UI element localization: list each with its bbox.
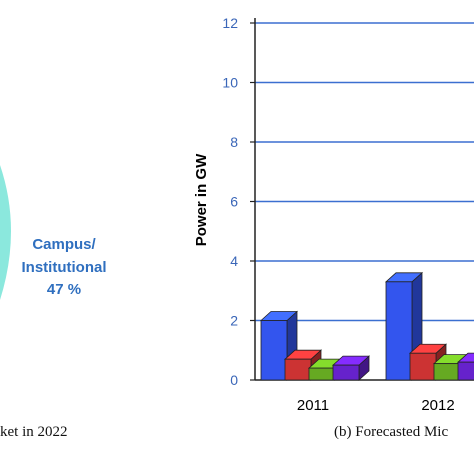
pie-slice-campus-institutional	[0, 165, 11, 300]
pie-slice-label-line1: Campus/	[32, 236, 96, 253]
bar-2012-series-4	[456, 352, 474, 381]
bar-2011-series-4	[331, 355, 371, 381]
y-tick-label: 2	[230, 313, 238, 329]
y-tick-labels: 0 2 4 6 8 10 12	[222, 15, 238, 388]
pie-slice-percent: 47 %	[47, 281, 81, 298]
y-axis-label: Power in GW	[193, 153, 210, 246]
y-tick-label: 0	[230, 372, 238, 388]
x-tick-labels: 2011 2012	[297, 397, 455, 414]
y-tick-label: 10	[222, 75, 238, 91]
y-tick-label: 6	[230, 194, 238, 210]
x-tick-label: 2011	[297, 397, 329, 414]
bar-2012-series-2	[408, 343, 448, 381]
x-tick-label: 2012	[421, 397, 454, 414]
bar-chart-panel: 0 2 4 6 8 10 12 Power in GW 2011 2012	[193, 15, 474, 414]
pie-slice-label-line2: Institutional	[22, 259, 107, 276]
bar-panel-caption: (b) Forecasted Mic	[334, 424, 449, 440]
y-tick-label: 4	[230, 253, 238, 269]
bars	[259, 271, 474, 381]
pie-panel-caption: ket in 2022	[0, 424, 68, 440]
y-tick-label: 12	[222, 15, 238, 31]
y-tick-label: 8	[230, 134, 238, 150]
pie-panel: Campus/ Institutional 47 %	[0, 165, 107, 300]
